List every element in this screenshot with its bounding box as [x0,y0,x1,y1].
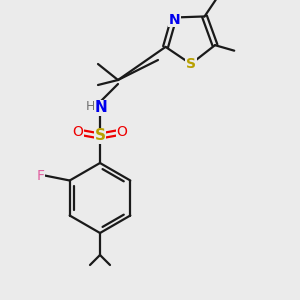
Text: O: O [117,125,128,139]
Text: F: F [37,169,45,182]
Text: N: N [94,100,107,116]
Text: S: S [186,57,196,71]
Text: N: N [169,13,181,26]
Text: H: H [85,100,95,112]
Text: O: O [73,125,83,139]
Text: S: S [94,128,106,143]
